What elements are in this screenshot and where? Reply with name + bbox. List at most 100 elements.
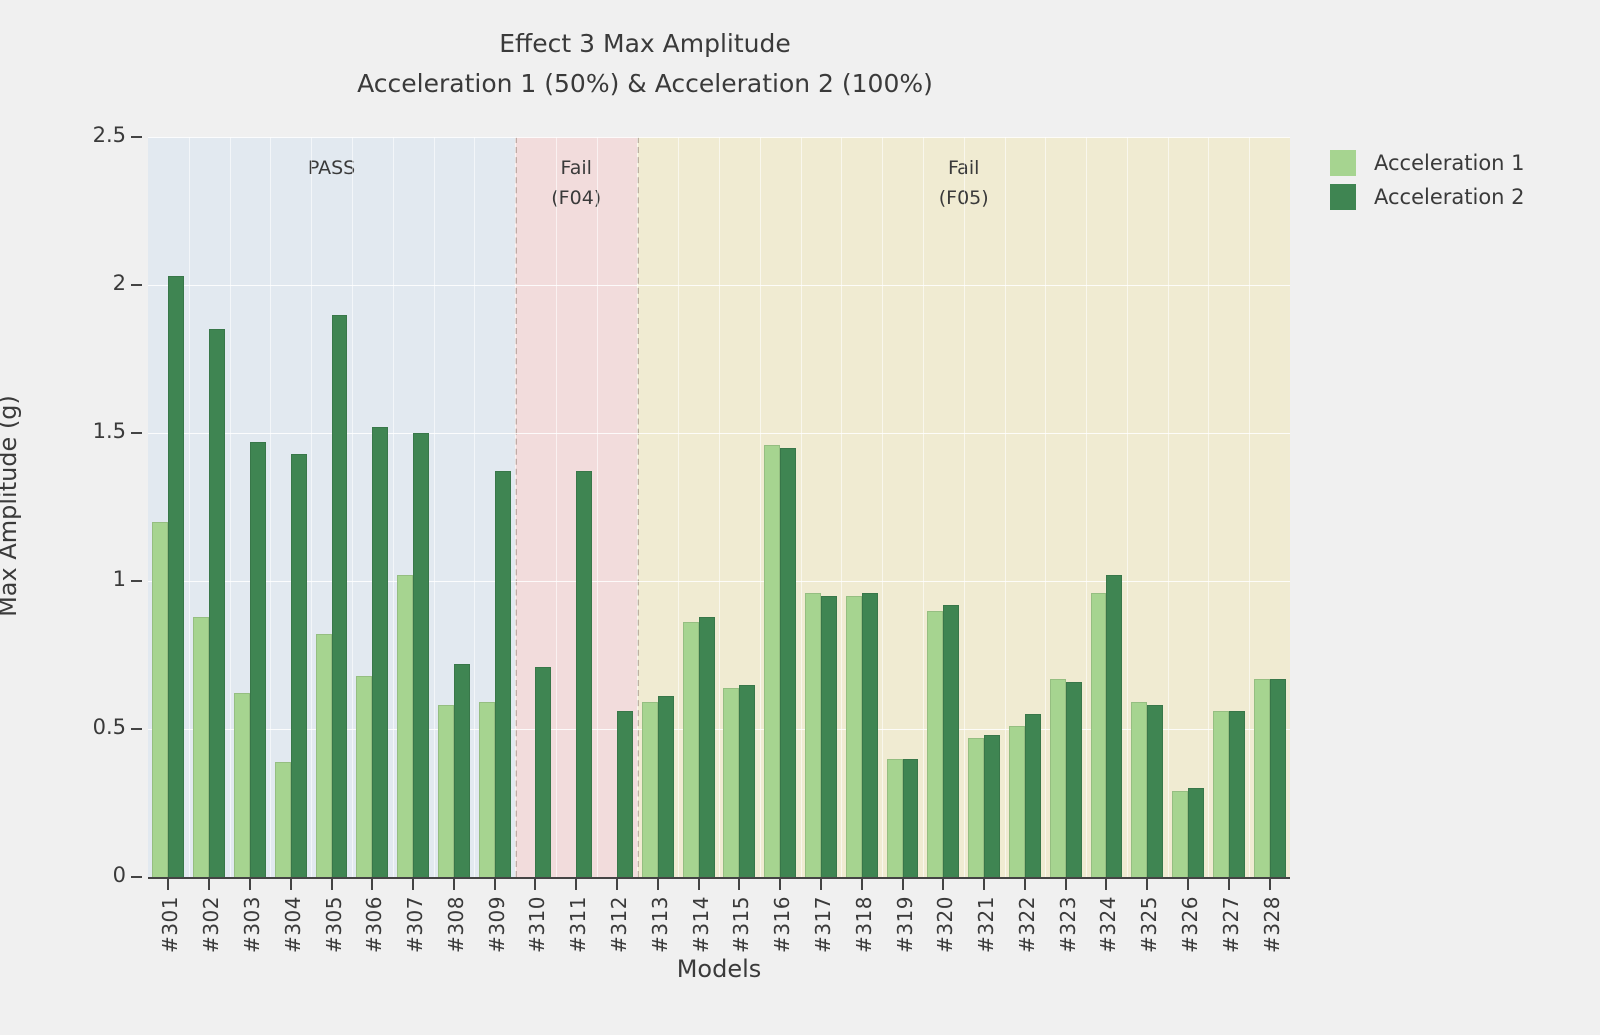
legend-item[interactable]: Acceleration 1: [1330, 150, 1525, 176]
bar-group: [515, 137, 556, 877]
y-axis-tick-mark: [131, 728, 142, 730]
x-axis-tick-mark: [983, 879, 986, 890]
gridline-vertical: [515, 137, 517, 877]
bar-acceleration-2[interactable]: [698, 616, 715, 877]
bar-acceleration-1[interactable]: [845, 595, 862, 877]
bar-acceleration-2[interactable]: [780, 447, 797, 877]
bar-acceleration-2[interactable]: [984, 734, 1000, 877]
bar-acceleration-1[interactable]: [1090, 592, 1107, 877]
x-axis-tick-mark: [1146, 879, 1149, 890]
bar-acceleration-2[interactable]: [943, 604, 960, 877]
bar-acceleration-1[interactable]: [274, 761, 291, 877]
gridline-vertical: [433, 137, 435, 877]
x-axis-tick-mark: [1064, 879, 1067, 890]
bar-acceleration-1[interactable]: [1172, 791, 1189, 877]
gridline-vertical: [922, 137, 924, 877]
bar-acceleration-2[interactable]: [657, 696, 674, 877]
bar-group: [148, 137, 189, 877]
bar-acceleration-2[interactable]: [290, 453, 307, 877]
bar-acceleration-1[interactable]: [1008, 726, 1025, 877]
y-axis-tick-label: 2.5: [92, 123, 126, 147]
bar-acceleration-1[interactable]: [397, 575, 414, 877]
bar-acceleration-2[interactable]: [1228, 711, 1245, 877]
x-axis-tick-label: #307: [403, 896, 428, 953]
gridline-vertical: [188, 137, 190, 877]
x-axis-tick-mark: [942, 879, 945, 890]
bar-acceleration-1[interactable]: [193, 616, 210, 877]
x-axis-tick-mark: [616, 879, 619, 890]
bar-acceleration-2[interactable]: [1065, 681, 1082, 877]
gridline-vertical: [229, 137, 231, 877]
x-axis-tick-mark: [1023, 879, 1026, 890]
bar-acceleration-1[interactable]: [356, 675, 373, 877]
bar-acceleration-2[interactable]: [617, 711, 633, 877]
bar-acceleration-2[interactable]: [1269, 678, 1286, 877]
bar-acceleration-2[interactable]: [576, 471, 593, 877]
bar-acceleration-2[interactable]: [494, 471, 511, 877]
x-axis-tick-label: #309: [484, 896, 509, 953]
bar-acceleration-1[interactable]: [805, 592, 821, 877]
bar-group: [1168, 137, 1209, 877]
legend-item[interactable]: Acceleration 2: [1330, 184, 1525, 210]
x-axis-tick-label: #303: [239, 896, 264, 953]
bar-acceleration-1[interactable]: [1131, 702, 1148, 877]
bar-acceleration-2[interactable]: [413, 433, 429, 877]
bar-acceleration-2[interactable]: [249, 441, 266, 877]
bar-acceleration-1[interactable]: [764, 444, 781, 877]
bar-acceleration-1[interactable]: [1212, 711, 1229, 877]
bar-acceleration-1[interactable]: [478, 702, 495, 877]
bar-acceleration-1[interactable]: [723, 687, 740, 877]
x-axis-tick-label: #305: [321, 896, 346, 953]
bar-acceleration-2[interactable]: [372, 427, 389, 877]
bar-acceleration-1[interactable]: [927, 610, 944, 877]
y-axis-tick-label: 0: [112, 863, 126, 887]
bar-acceleration-2[interactable]: [1147, 705, 1164, 877]
bar-acceleration-2[interactable]: [209, 329, 226, 877]
bar-group: [270, 137, 311, 877]
x-axis-label: Models: [676, 955, 762, 983]
bar-acceleration-2[interactable]: [1106, 575, 1123, 877]
gridline-vertical: [1167, 137, 1169, 877]
legend: Acceleration 1 Acceleration 2: [1330, 150, 1525, 210]
bar-acceleration-2[interactable]: [1188, 788, 1204, 877]
bar-acceleration-2[interactable]: [535, 666, 552, 877]
chart-title-line-1: Effect 3 Max Amplitude: [499, 29, 791, 58]
bar-acceleration-2[interactable]: [331, 314, 348, 877]
bar-acceleration-1[interactable]: [682, 622, 699, 877]
bars-layer: [148, 137, 1290, 877]
bar-group: [556, 137, 597, 877]
x-axis-tick-mark: [208, 879, 211, 890]
bar-acceleration-2[interactable]: [861, 592, 878, 877]
bar-acceleration-2[interactable]: [453, 663, 470, 877]
x-axis-tick-label: #328: [1259, 896, 1284, 953]
bar-acceleration-1[interactable]: [234, 693, 250, 877]
chart-title-line-2: Acceleration 1 (50%) & Acceleration 2 (1…: [357, 69, 933, 98]
bar-acceleration-1[interactable]: [641, 702, 658, 877]
bar-acceleration-1[interactable]: [968, 737, 985, 877]
x-axis-tick-label: #306: [362, 896, 387, 953]
bar-acceleration-1[interactable]: [152, 521, 169, 877]
bar-acceleration-1[interactable]: [1253, 678, 1270, 877]
bar-acceleration-1[interactable]: [1049, 678, 1066, 877]
bar-acceleration-2[interactable]: [739, 684, 756, 877]
bar-group: [882, 137, 923, 877]
x-axis-tick-mark: [779, 879, 782, 890]
bar-group: [393, 137, 434, 877]
bar-acceleration-1[interactable]: [315, 634, 332, 877]
bar-acceleration-2[interactable]: [1024, 714, 1041, 877]
bar-acceleration-2[interactable]: [168, 276, 185, 877]
gridline-vertical: [1086, 137, 1088, 877]
bar-acceleration-1[interactable]: [437, 705, 454, 877]
x-axis-tick-label: #317: [810, 896, 835, 953]
gridline-vertical: [1208, 137, 1210, 877]
bar-acceleration-1[interactable]: [886, 758, 903, 877]
legend-color-swatch: [1330, 150, 1356, 176]
y-axis-tick-mark: [131, 136, 142, 138]
x-axis-tick-mark: [493, 879, 496, 890]
bar-acceleration-2[interactable]: [902, 758, 919, 877]
x-axis-tick-mark: [819, 879, 822, 890]
gridline-vertical: [596, 137, 598, 877]
bar-acceleration-2[interactable]: [820, 595, 837, 877]
x-axis-tick-mark: [901, 879, 904, 890]
